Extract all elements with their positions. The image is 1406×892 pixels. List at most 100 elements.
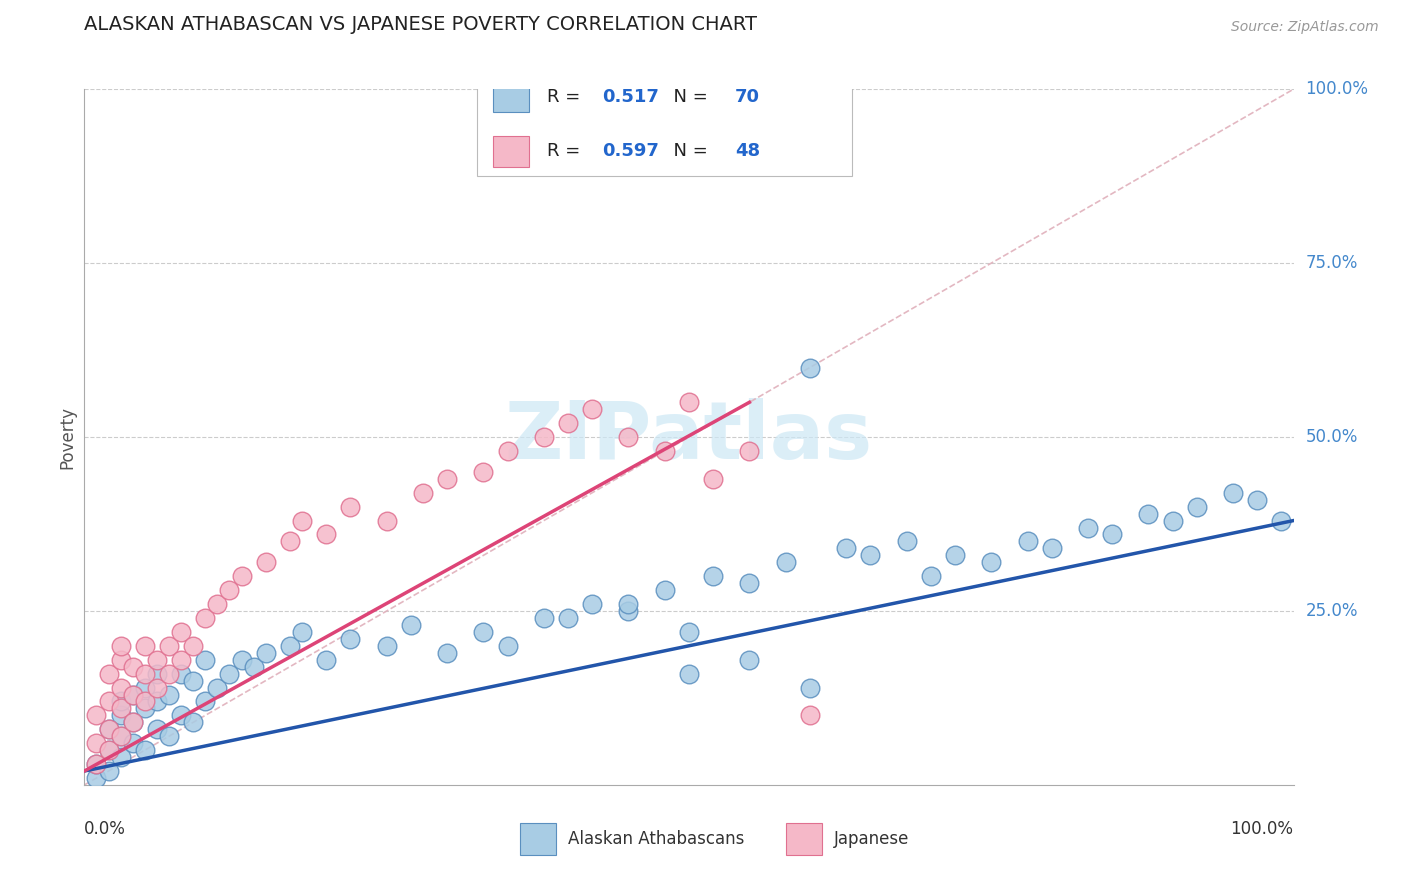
Point (315, 527, 337, 541)
Point (181, 639, 204, 653)
Point (436, 472, 458, 486)
Text: 70: 70 (735, 87, 759, 105)
Text: 48: 48 (735, 143, 761, 161)
Point (97, 666, 120, 681)
Point (738, 653, 761, 667)
Point (110, 653, 132, 667)
Point (617, 597, 640, 611)
Point (110, 681, 132, 695)
Point (920, 569, 942, 583)
Point (1137, 507, 1160, 521)
Point (157, 639, 180, 653)
Point (702, 472, 724, 486)
Point (157, 688, 180, 702)
Point (339, 632, 361, 646)
Point (678, 624, 700, 639)
Point (170, 666, 193, 681)
Point (86, 757, 108, 772)
Text: Japanese: Japanese (834, 830, 910, 848)
Point (291, 514, 314, 528)
Point (134, 666, 156, 681)
Point (146, 666, 169, 681)
Text: 25.0%: 25.0% (1306, 602, 1358, 620)
Text: ALASKAN ATHABASCAN VS JAPANESE POVERTY CORRELATION CHART: ALASKAN ATHABASCAN VS JAPANESE POVERTY C… (84, 14, 758, 34)
Text: R =: R = (547, 143, 586, 161)
Point (678, 395, 700, 409)
Point (110, 750, 132, 764)
Point (97, 723, 120, 737)
Point (496, 639, 519, 653)
Point (278, 639, 301, 653)
FancyBboxPatch shape (478, 72, 852, 177)
Point (254, 555, 277, 569)
Point (533, 430, 555, 444)
Point (181, 715, 204, 730)
Point (110, 694, 132, 708)
Point (242, 659, 264, 673)
Point (533, 611, 555, 625)
Point (121, 688, 143, 702)
Point (339, 500, 361, 514)
Point (86, 736, 108, 750)
Text: 0.0%: 0.0% (84, 820, 127, 838)
Point (1161, 514, 1184, 528)
FancyBboxPatch shape (786, 823, 823, 855)
Point (146, 681, 169, 695)
Point (110, 729, 132, 743)
Point (859, 549, 882, 563)
Point (134, 694, 156, 708)
Text: Alaskan Athabascans: Alaskan Athabascans (568, 830, 744, 848)
Point (799, 360, 821, 375)
Point (557, 611, 579, 625)
Point (170, 653, 193, 667)
Point (231, 653, 253, 667)
Point (194, 653, 217, 667)
Point (194, 611, 217, 625)
Point (617, 604, 640, 618)
Point (110, 729, 132, 743)
Point (1077, 520, 1099, 534)
FancyBboxPatch shape (520, 823, 555, 855)
Text: N =: N = (662, 143, 714, 161)
Point (121, 736, 143, 750)
Point (1185, 500, 1208, 514)
Point (97, 743, 120, 757)
Point (121, 659, 143, 673)
Point (654, 583, 676, 598)
Point (581, 597, 603, 611)
Point (472, 465, 495, 479)
Point (146, 653, 169, 667)
Point (134, 701, 156, 715)
Point (121, 688, 143, 702)
Point (134, 639, 156, 653)
Point (170, 624, 193, 639)
Point (97, 764, 120, 778)
Point (291, 624, 314, 639)
Point (170, 708, 193, 723)
Point (496, 444, 519, 458)
Point (654, 444, 676, 458)
Point (231, 569, 253, 583)
Point (278, 534, 301, 549)
Text: Source: ZipAtlas.com: Source: ZipAtlas.com (1230, 20, 1378, 34)
Text: 50.0%: 50.0% (1306, 428, 1358, 446)
Point (110, 708, 132, 723)
Point (121, 715, 143, 730)
Point (943, 549, 966, 563)
Text: 0.597: 0.597 (602, 143, 659, 161)
Point (375, 514, 398, 528)
Point (86, 757, 108, 772)
Point (194, 694, 217, 708)
Text: 0.517: 0.517 (602, 87, 659, 105)
Point (146, 723, 169, 737)
Point (315, 653, 337, 667)
Point (218, 583, 240, 598)
Text: R =: R = (547, 87, 586, 105)
Point (775, 555, 797, 569)
Point (1270, 514, 1292, 528)
Point (97, 723, 120, 737)
Point (207, 681, 229, 695)
Point (399, 618, 422, 632)
Point (97, 743, 120, 757)
Point (980, 555, 1002, 569)
